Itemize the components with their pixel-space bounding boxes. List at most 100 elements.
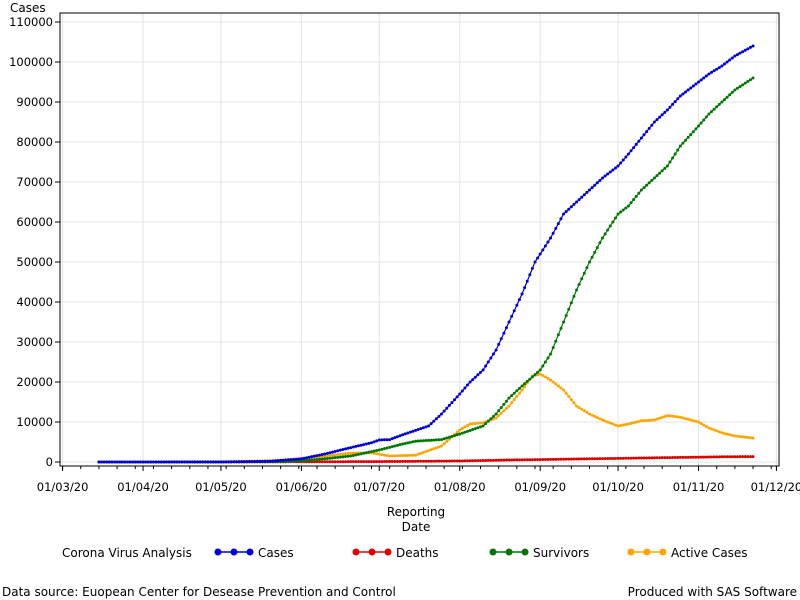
data-point-survivors: [647, 181, 651, 185]
data-point-deaths: [357, 460, 360, 464]
data-point-cases: [455, 395, 459, 399]
data-point-active-cases: [546, 377, 550, 380]
x-axis: 01/03/20 01/04/20 01/05/20 01/06/20 01/07/20…: [37, 466, 800, 494]
data-point-deaths: [608, 457, 612, 461]
data-point-cases: [323, 452, 327, 456]
data-point-survivors: [369, 450, 373, 454]
data-point-survivors: [637, 191, 641, 195]
data-point-cases: [414, 428, 418, 432]
data-point-cases: [735, 53, 739, 57]
legend-swatch-marker: [643, 548, 651, 556]
data-point-active-cases: [403, 454, 407, 458]
data-point-active-cases: [671, 414, 675, 418]
data-point-active-cases: [536, 373, 540, 377]
data-point-cases: [421, 426, 425, 430]
data-point-cases: [479, 370, 482, 374]
data-point-active-cases: [689, 418, 693, 422]
data-point-cases: [351, 445, 355, 449]
data-point-cases: [120, 460, 124, 464]
data-point-cases: [453, 398, 457, 402]
data-point-active-cases: [460, 427, 464, 430]
data-point-survivors: [359, 452, 363, 456]
data-point-active-cases: [741, 435, 745, 439]
data-point-cases: [717, 66, 721, 70]
data-point-active-cases: [471, 422, 475, 426]
data-point-cases: [733, 54, 737, 58]
data-point-deaths: [743, 455, 747, 459]
data-point-cases: [403, 432, 407, 436]
data-point-cases: [245, 460, 249, 464]
data-point-deaths: [328, 460, 332, 464]
data-point-survivors: [458, 432, 462, 436]
data-point-cases: [639, 136, 643, 140]
data-point-survivors: [305, 458, 309, 462]
y-tick-label: 70000: [16, 175, 53, 189]
data-point-survivors: [357, 452, 360, 456]
data-point-survivors: [577, 282, 581, 286]
data-point-survivors: [546, 356, 550, 360]
data-point-cases: [367, 441, 371, 445]
data-point-survivors: [421, 439, 425, 443]
data-point-deaths: [377, 460, 381, 464]
data-point-cases: [302, 456, 306, 460]
data-point-deaths: [401, 459, 405, 463]
data-point-cases: [575, 200, 579, 204]
data-point-survivors: [629, 201, 633, 205]
data-point-active-cases: [720, 431, 724, 435]
data-point-active-cases: [556, 384, 560, 388]
data-point-cases: [149, 460, 153, 464]
data-point-cases: [746, 47, 750, 51]
y-tick-label: 90000: [16, 95, 53, 109]
data-point-deaths: [372, 460, 376, 464]
data-point-cases: [437, 414, 441, 418]
data-point-deaths: [344, 460, 348, 464]
data-point-deaths: [408, 459, 412, 463]
data-point-survivors: [382, 447, 386, 451]
data-point-survivors: [453, 434, 457, 438]
data-point-deaths: [434, 459, 438, 463]
data-point-deaths: [663, 456, 667, 460]
data-point-cases: [645, 130, 649, 134]
data-point-cases: [572, 202, 576, 206]
data-point-cases: [691, 84, 695, 88]
data-point-survivors: [639, 188, 643, 192]
data-point-survivors: [491, 414, 495, 418]
data-point-survivors: [440, 438, 444, 442]
data-point-survivors: [341, 455, 345, 459]
data-point-active-cases: [429, 448, 433, 452]
data-point-cases: [180, 460, 184, 464]
data-point-cases: [440, 412, 444, 416]
data-point-active-cases: [416, 452, 420, 456]
data-point-cases: [237, 460, 241, 464]
data-point-deaths: [336, 460, 340, 464]
data-point-deaths: [546, 457, 550, 461]
data-point-deaths: [658, 456, 662, 460]
data-point-survivors: [344, 455, 348, 459]
data-point-active-cases: [432, 447, 436, 451]
data-point-active-cases: [377, 452, 381, 456]
data-point-cases: [595, 181, 599, 185]
data-point-deaths: [582, 457, 586, 461]
data-point-cases: [712, 69, 716, 73]
data-point-survivors: [318, 457, 322, 461]
data-point-active-cases: [419, 451, 423, 455]
data-point-deaths: [416, 459, 420, 463]
legend-swatch-marker: [521, 548, 529, 556]
data-point-cases: [541, 248, 545, 252]
legend-label: Survivors: [533, 546, 589, 560]
data-point-cases: [299, 457, 303, 461]
data-point-cases: [273, 459, 277, 463]
data-point-cases: [188, 460, 192, 464]
data-point-cases: [580, 195, 584, 199]
data-point-deaths: [466, 459, 470, 463]
data-point-deaths: [473, 459, 477, 463]
data-point-active-cases: [523, 385, 527, 388]
data-point-active-cases: [647, 418, 651, 422]
data-point-cases: [118, 460, 122, 464]
data-point-survivors: [572, 294, 576, 298]
data-point-cases: [525, 279, 529, 283]
data-point-cases: [162, 460, 166, 464]
data-point-deaths: [533, 458, 537, 462]
data-point-survivors: [312, 458, 316, 462]
data-point-cases: [388, 438, 392, 442]
